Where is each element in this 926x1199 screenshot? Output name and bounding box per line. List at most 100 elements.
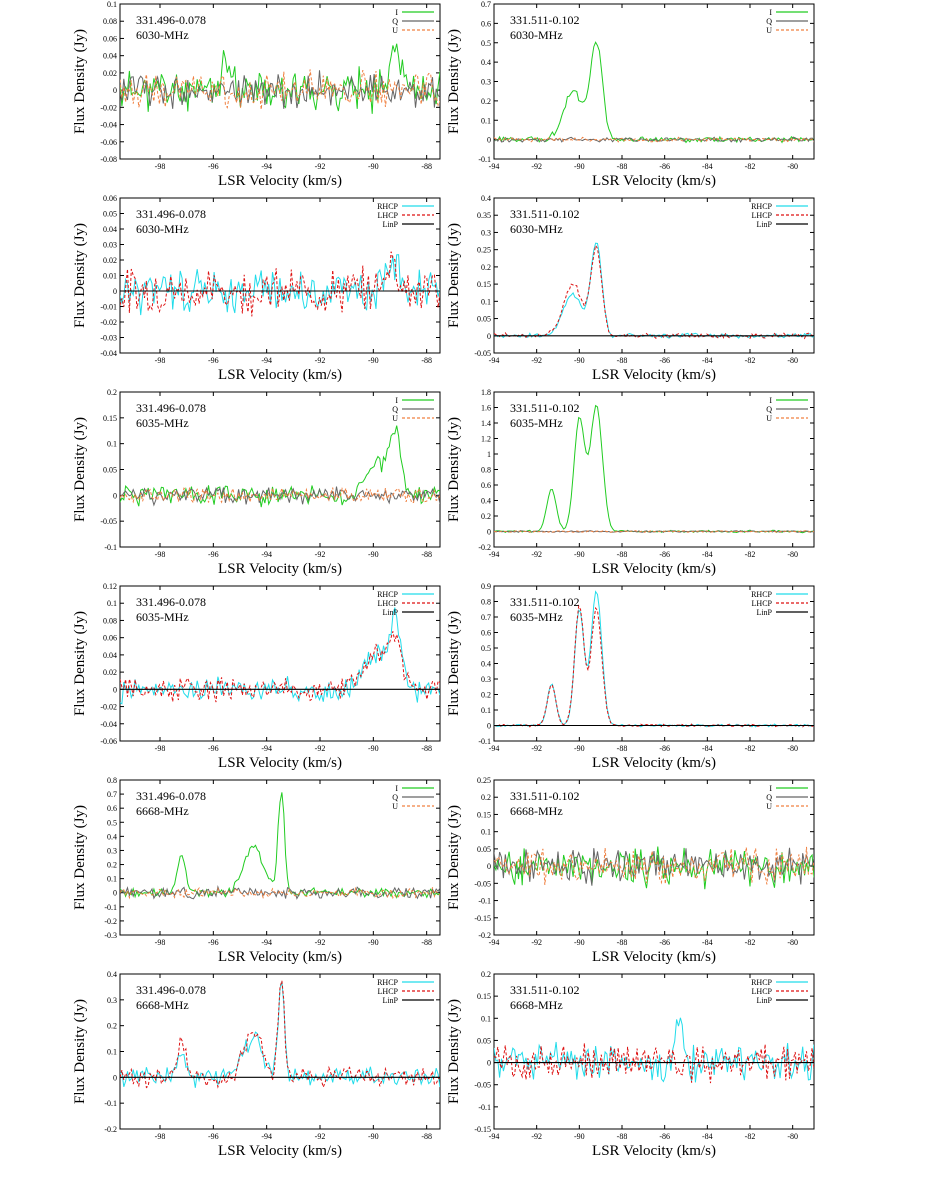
x-tick-label: -88 xyxy=(617,1132,628,1141)
x-tick-label: -94 xyxy=(489,550,500,559)
x-tick-label: -86 xyxy=(659,356,670,365)
source-label: 331.496-0.078 xyxy=(136,983,206,997)
y-tick-label: 0.7 xyxy=(481,613,491,622)
legend-rhcp-label: RHCP xyxy=(377,978,398,987)
x-axis-label: LSR Velocity (km/s) xyxy=(218,1143,342,1159)
series-line-rhcp xyxy=(120,607,440,705)
legend-u-label: U xyxy=(392,414,398,423)
y-axis-label: Flux Density (Jy) xyxy=(72,223,88,328)
y-tick-label: 0 xyxy=(487,862,491,871)
x-axis-label: LSR Velocity (km/s) xyxy=(592,173,716,189)
x-tick-label: -80 xyxy=(787,356,798,365)
x-tick-label: -98 xyxy=(155,162,166,171)
series-line-u xyxy=(494,530,814,533)
y-tick-label: 0.02 xyxy=(103,668,117,677)
y-tick-label: 0.2 xyxy=(107,388,117,397)
legend-i-label: I xyxy=(769,8,772,17)
y-tick-label: -0.06 xyxy=(100,138,117,147)
y-tick-label: 0.05 xyxy=(477,315,491,324)
y-tick-label: 0.1 xyxy=(107,875,117,884)
panel-3: -98 -96 -94 -92 -90 -88 -0.04 -0.03 -0.02 -0.01 0 0… xyxy=(72,194,441,383)
y-axis-label: Flux Density (Jy) xyxy=(446,805,462,910)
y-tick-label: -0.02 xyxy=(100,318,117,327)
legend-u-label: U xyxy=(766,414,772,423)
y-axis-label: Flux Density (Jy) xyxy=(72,805,88,910)
y-tick-label: 0.1 xyxy=(481,116,491,125)
legend-u-label: U xyxy=(766,802,772,811)
y-tick-label: 0.35 xyxy=(477,211,491,220)
y-tick-label: 0.1 xyxy=(481,1014,491,1023)
x-tick-label: -94 xyxy=(261,356,272,365)
legend-i-label: I xyxy=(395,784,398,793)
legend-q-label: Q xyxy=(392,405,398,414)
y-axis-label: Flux Density (Jy) xyxy=(72,29,88,134)
legend-q-label: Q xyxy=(766,17,772,26)
x-tick-label: -98 xyxy=(155,356,166,365)
y-tick-label: 0.05 xyxy=(103,466,117,475)
y-axis-label: Flux Density (Jy) xyxy=(446,223,462,328)
x-tick-label: -90 xyxy=(574,744,585,753)
x-tick-label: -88 xyxy=(617,356,628,365)
series-group xyxy=(120,607,440,705)
source-label: 331.511-0.102 xyxy=(510,207,580,221)
legend-q-label: Q xyxy=(766,405,772,414)
x-tick-label: -90 xyxy=(574,550,585,559)
x-tick-label: -80 xyxy=(787,162,798,171)
frequency-label: 6030-MHz xyxy=(136,28,189,42)
x-tick-label: -92 xyxy=(531,162,542,171)
y-tick-label: 0.3 xyxy=(107,846,117,855)
x-tick-label: -94 xyxy=(489,938,500,947)
y-tick-label: 0.5 xyxy=(107,818,117,827)
x-tick-label: -92 xyxy=(531,1132,542,1141)
y-tick-label: 0.15 xyxy=(477,992,491,1001)
x-axis-label: LSR Velocity (km/s) xyxy=(592,561,716,577)
x-tick-label: -82 xyxy=(745,550,756,559)
y-tick-label: 0.02 xyxy=(103,69,117,78)
x-tick-label: -88 xyxy=(421,162,432,171)
x-tick-label: -96 xyxy=(208,1132,219,1141)
source-label: 331.496-0.078 xyxy=(136,595,206,609)
x-tick-label: -94 xyxy=(261,162,272,171)
x-tick-label: -82 xyxy=(745,1132,756,1141)
y-tick-label: 0.04 xyxy=(103,225,117,234)
legend-u-label: U xyxy=(766,26,772,35)
y-tick-label: -0.1 xyxy=(478,897,491,906)
y-tick-label: 0.25 xyxy=(477,246,491,255)
series-line-lhcp xyxy=(494,244,814,340)
panel-1: -98 -96 -94 -92 -90 -88 -0.08 -0.06 -0.04 -0.02 0 0… xyxy=(72,0,441,189)
x-tick-label: -88 xyxy=(421,1132,432,1141)
x-tick-label: -98 xyxy=(155,744,166,753)
y-axis-label: Flux Density (Jy) xyxy=(446,999,462,1104)
y-tick-label: 0.8 xyxy=(481,466,491,475)
y-tick-label: 0 xyxy=(487,528,491,537)
panel-6: -94 -92 -90 -88 -86 -84 -82 -80 -0.2 0 0.2 0.4 0.6 0.… xyxy=(446,388,815,577)
frequency-label: 6035-MHz xyxy=(510,610,563,624)
frequency-label: 6035-MHz xyxy=(136,416,189,430)
series-group xyxy=(494,590,814,728)
legend-u-label: U xyxy=(392,802,398,811)
x-tick-label: -96 xyxy=(208,744,219,753)
y-tick-label: 0 xyxy=(487,1059,491,1068)
source-label: 331.496-0.078 xyxy=(136,207,206,221)
panel-9: -98 -96 -94 -92 -90 -88 -0.3 -0.2 -0.1 0 0.1 0.2 0.3… xyxy=(72,776,441,965)
y-tick-label: -0.02 xyxy=(100,703,117,712)
x-tick-label: -90 xyxy=(574,356,585,365)
y-tick-label: -0.08 xyxy=(100,155,117,164)
series-line-u xyxy=(494,136,814,143)
x-tick-label: -92 xyxy=(531,356,542,365)
y-tick-label: 0.9 xyxy=(481,582,491,591)
frequency-label: 6668-MHz xyxy=(510,804,563,818)
series-group xyxy=(494,846,814,890)
y-tick-label: 0.25 xyxy=(477,776,491,785)
legend-u-label: U xyxy=(392,26,398,35)
y-tick-label: 0.08 xyxy=(103,616,117,625)
y-tick-label: 0.6 xyxy=(481,19,491,28)
y-tick-label: 0.6 xyxy=(481,629,491,638)
x-tick-label: -98 xyxy=(155,550,166,559)
frequency-label: 6668-MHz xyxy=(136,804,189,818)
y-tick-label: 0.05 xyxy=(477,1036,491,1045)
y-tick-label: 0.7 xyxy=(107,790,117,799)
x-axis-label: LSR Velocity (km/s) xyxy=(218,755,342,771)
plot-frame xyxy=(493,779,815,936)
y-tick-label: -0.3 xyxy=(104,931,117,940)
